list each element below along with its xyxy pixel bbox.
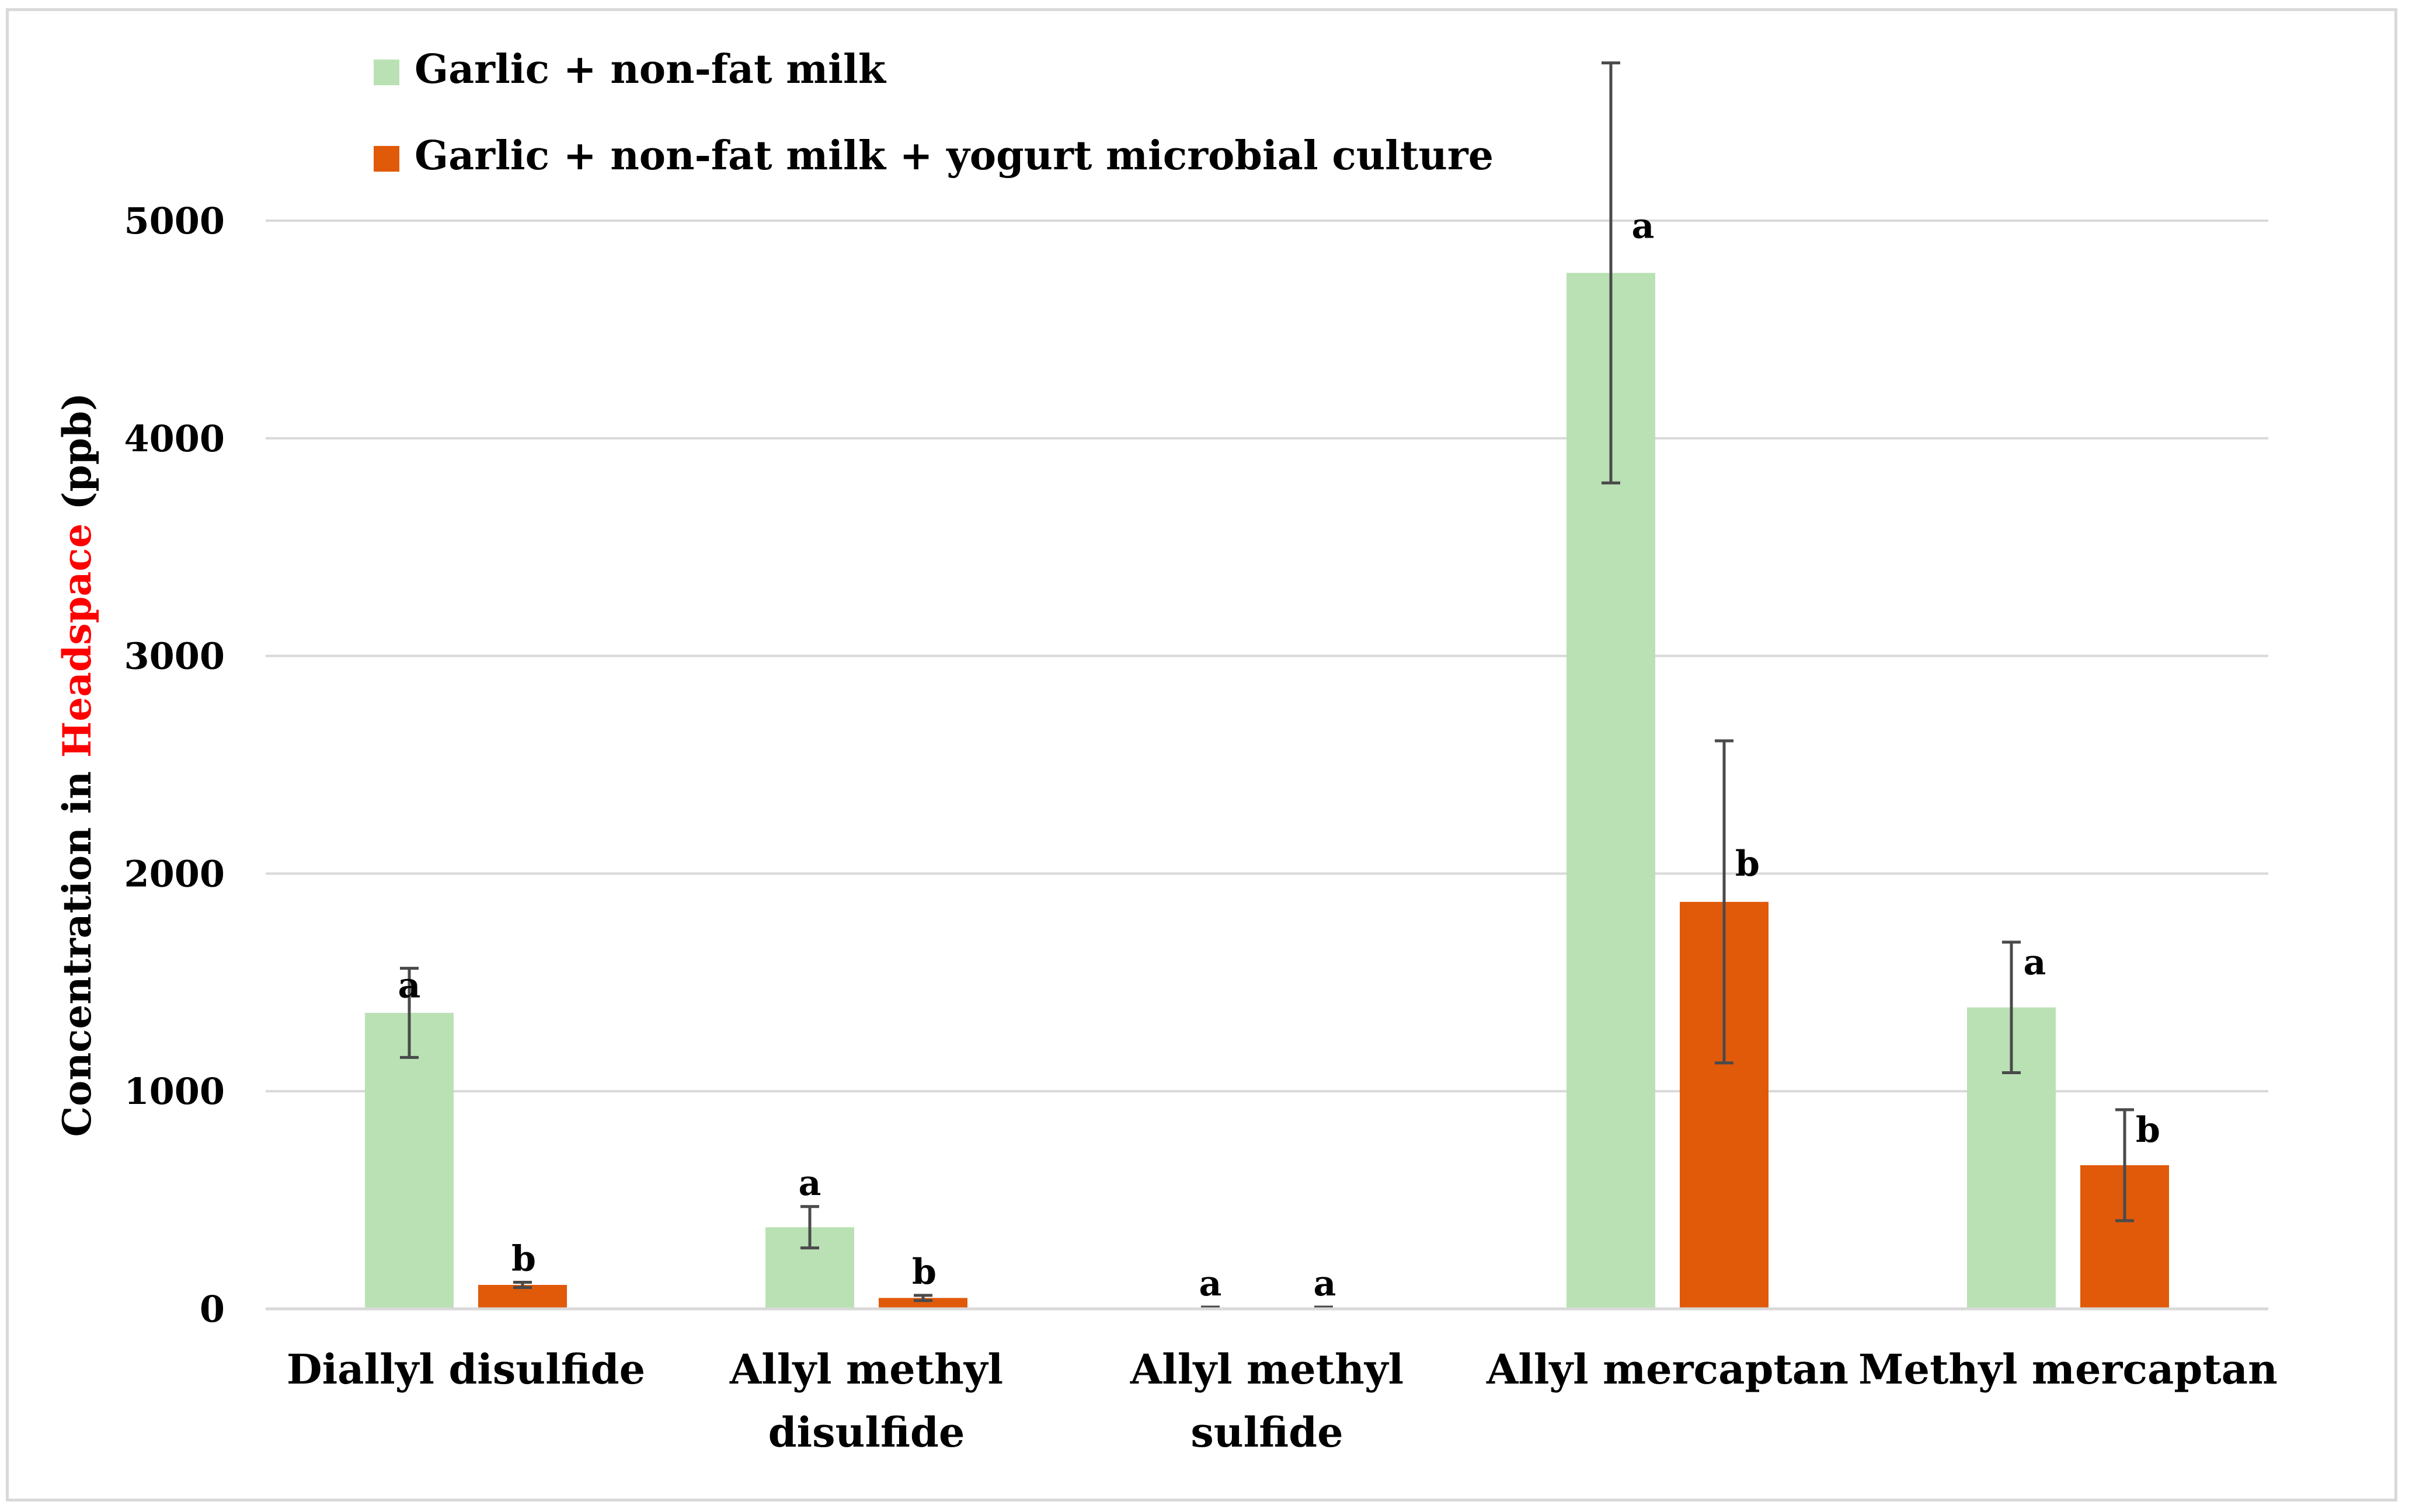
y-axis-label: Concentration in Headspace (ppb) xyxy=(54,393,100,1137)
x-category-label: Methyl mercaptan xyxy=(1858,1345,2278,1393)
y-tick-label: 4000 xyxy=(124,417,225,460)
error-bar-series2-cat1 xyxy=(513,1281,532,1289)
significance-label: a xyxy=(2024,942,2046,983)
legend-swatch-series2 xyxy=(374,146,399,172)
error-bar-series2-cat5 xyxy=(2115,1108,2134,1222)
x-category-label: Diallyl disulfide xyxy=(287,1345,645,1393)
x-category-label: Allyl methyl disulfide xyxy=(729,1345,1003,1457)
significance-label: a xyxy=(1632,205,1655,246)
significance-label: a xyxy=(1199,1263,1222,1304)
significance-label: b xyxy=(1735,844,1760,884)
error-bar-series2-cat4 xyxy=(1715,739,1733,1065)
error-bar-series1-cat5 xyxy=(2002,940,2021,1075)
bar-series2-cat2 xyxy=(879,1298,967,1309)
significance-label: b xyxy=(511,1239,536,1280)
y-tick-label: 1000 xyxy=(124,1070,225,1113)
gridlines xyxy=(266,220,2268,1093)
legend-label-series2: Garlic + non-fat milk + yogurt microbial… xyxy=(415,133,1494,179)
bar-series1-cat1 xyxy=(365,1012,454,1309)
legend-swatch-series1 xyxy=(374,60,399,85)
bars: a b a b a a a b a b xyxy=(365,61,2169,1310)
legend-label-series1: Garlic + non-fat milk xyxy=(415,46,887,93)
significance-label: b xyxy=(912,1252,937,1292)
y-tick-label: 3000 xyxy=(124,635,225,678)
error-bar-series1-cat4 xyxy=(1602,61,1620,485)
legend: Garlic + non-fat milk Garlic + non-fat mi… xyxy=(374,46,1494,179)
y-tick-label: 0 xyxy=(200,1288,225,1330)
significance-label: a xyxy=(1314,1263,1336,1304)
error-bar-series2-cat2 xyxy=(914,1294,932,1302)
y-tick-label: 2000 xyxy=(124,852,225,895)
y-tick-label: 5000 xyxy=(124,200,225,242)
significance-label: a xyxy=(799,1163,821,1204)
significance-label: b xyxy=(2136,1110,2160,1151)
x-category-label: Allyl mercaptan xyxy=(1486,1345,1848,1393)
error-bar-series1-cat2 xyxy=(800,1205,819,1250)
significance-label: a xyxy=(398,966,421,1006)
axes: 0 1000 2000 3000 4000 5000 Diallyl disulfide Al… xyxy=(54,200,2278,1457)
error-bar-series1-cat1 xyxy=(400,967,419,1059)
x-category-label: Allyl methyl sulfide xyxy=(1130,1345,1404,1457)
